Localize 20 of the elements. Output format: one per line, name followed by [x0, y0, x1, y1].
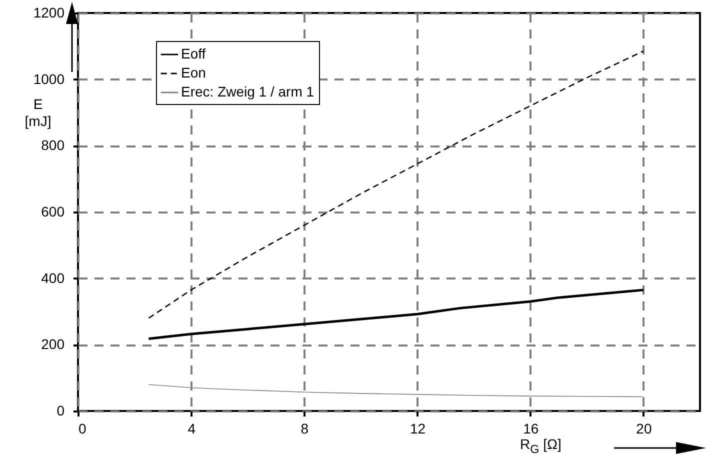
- legend-label: Eoff: [181, 46, 206, 62]
- y-tick-label: 1200: [33, 4, 65, 20]
- x-tick-label: 16: [523, 420, 539, 436]
- x-tick-label: 20: [636, 420, 652, 436]
- y-tick-label: 1000: [33, 70, 65, 87]
- y-tick-label: 400: [41, 270, 65, 286]
- line-series: [148, 50, 644, 319]
- y-axis-title: E [mJ]: [24, 96, 52, 130]
- line-series: [147, 288, 645, 340]
- x-tick-label: 8: [300, 420, 309, 436]
- x-axis-title: R$_{G}$ [Ω]: [520, 436, 562, 456]
- y-tick-label: 200: [41, 336, 65, 352]
- legend-label: Eon: [181, 64, 206, 80]
- x-tick-label: 12: [410, 420, 426, 436]
- y-tick-label: 600: [41, 204, 65, 220]
- y-tick-label: 0: [56, 402, 65, 418]
- x-tick-label: 0: [78, 420, 86, 436]
- x-tick-label: 4: [188, 420, 196, 436]
- y-tick-label: 800: [41, 137, 65, 154]
- legend-label: Erec: Zweig 1 / arm 1: [181, 84, 314, 100]
